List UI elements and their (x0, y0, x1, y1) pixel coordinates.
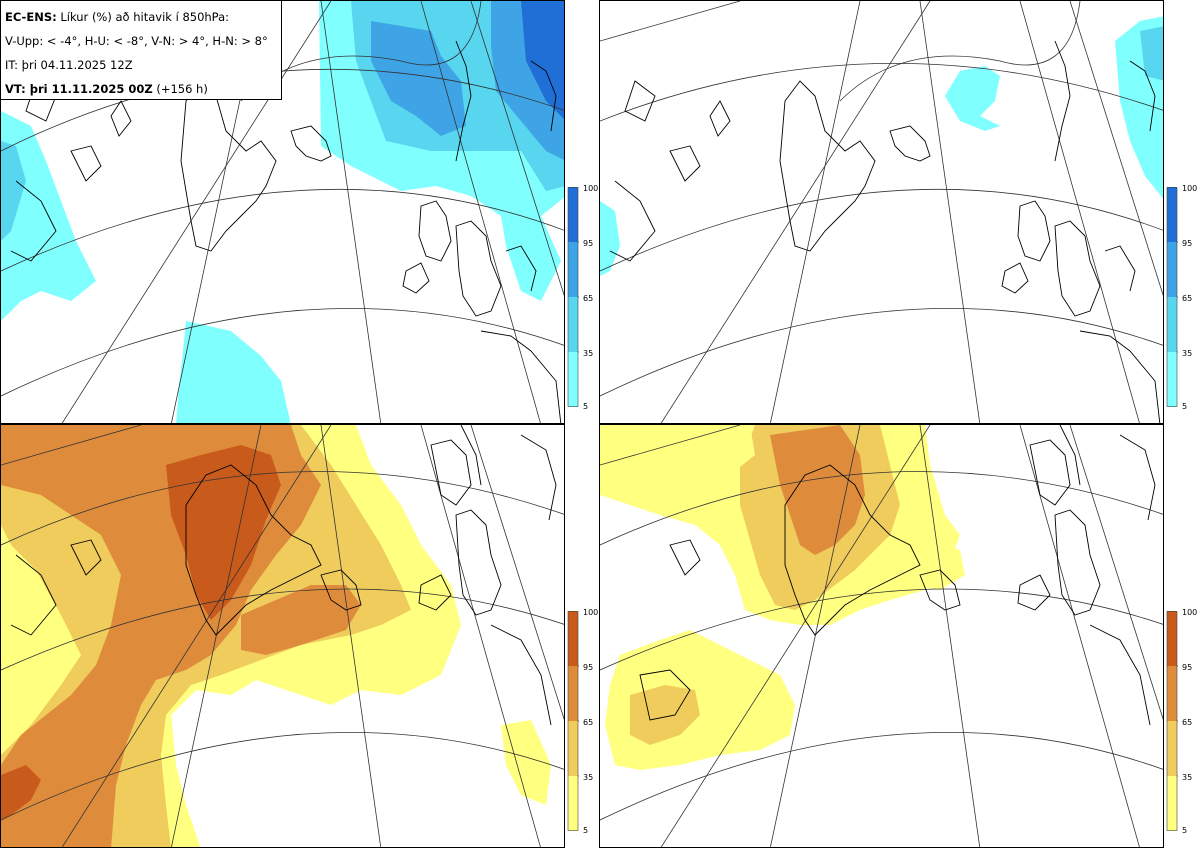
colorbar-swatch (568, 666, 578, 721)
colorbar-swatches (567, 611, 579, 831)
map-top-right (600, 1, 1163, 423)
lead-time: (+156 h) (156, 82, 208, 96)
colorbar-swatch (568, 352, 578, 407)
coastlines (639, 425, 1156, 726)
product-name: EC-ENS: (5, 10, 57, 24)
colorbar-swatch (568, 297, 578, 352)
coastlines (609, 40, 1161, 423)
colorbar-swatch (1167, 187, 1177, 242)
colorbar-tick: 100 (583, 608, 599, 617)
legend-categories: V-Upp: < -4°, H-U: < -8°, V-N: > 4°, H-N… (5, 34, 268, 48)
colorbar-tick: 95 (583, 663, 594, 672)
colorbar-swatch (568, 776, 578, 831)
map-panel-bottom-left (0, 424, 565, 848)
coastlines (10, 40, 562, 423)
colorbar-swatch (568, 187, 578, 242)
colorbar-tick: 65 (583, 294, 594, 303)
colorbar-tick: 35 (1182, 773, 1193, 782)
initial-time: IT: þri 04.11.2025 12Z (5, 58, 133, 72)
legend-box: EC-ENS: Líkur (%) að hitavik í 850hPa: V… (0, 0, 282, 100)
colorbar-swatch (568, 242, 578, 297)
legend-title-row: EC-ENS: Líkur (%) að hitavik í 850hPa: (5, 5, 281, 29)
map-panel-top-right (599, 0, 1164, 424)
map-panel-bottom-right (599, 424, 1164, 848)
colorbar-cold-top-left: 100 95 65 35 5 (567, 184, 599, 411)
colorbar-cold-top-right: 100 95 65 35 5 (1166, 184, 1198, 411)
colorbar-swatch (1167, 242, 1177, 297)
colorbar-tick: 5 (583, 402, 589, 411)
colorbar-swatch (1167, 352, 1177, 407)
colorbar-tick: 100 (1182, 608, 1198, 617)
map-panel-top-left (0, 0, 565, 424)
legend-description: Líkur (%) að hitavik í 850hPa: (60, 10, 230, 24)
colorbar-tick: 65 (583, 718, 594, 727)
probability-field (600, 425, 965, 770)
colorbar-tick: 5 (583, 826, 589, 835)
colorbar-swatch (1167, 776, 1177, 831)
colorbar-tick: 5 (1182, 402, 1188, 411)
colorbar-tick: 65 (1182, 294, 1193, 303)
colorbar-swatch (1167, 721, 1177, 776)
colorbar-tick: 95 (1182, 239, 1193, 248)
probability-field (600, 16, 1163, 276)
colorbar-warm-bottom-right: 100 95 65 35 5 (1166, 608, 1198, 835)
colorbar-tick: 65 (1182, 718, 1193, 727)
colorbar-swatches (567, 187, 579, 407)
colorbar-tick: 35 (583, 349, 594, 358)
colorbar-tick: 95 (1182, 663, 1193, 672)
graticule (600, 425, 1163, 847)
colorbar-tick: 5 (1182, 826, 1188, 835)
colorbar-swatch (1167, 297, 1177, 352)
colorbar-swatch (568, 721, 578, 776)
colorbar-warm-bottom-left: 100 95 65 35 5 (567, 608, 599, 835)
probability-field (1, 425, 551, 847)
colorbar-tick: 100 (583, 184, 599, 193)
colorbar-tick: 100 (1182, 184, 1198, 193)
map-top-left (1, 1, 564, 423)
coastlines (10, 425, 557, 726)
colorbar-tick: 95 (583, 239, 594, 248)
colorbar-tick: 35 (1182, 349, 1193, 358)
colorbar-swatches (1166, 187, 1178, 407)
map-bottom-right (600, 425, 1163, 847)
valid-time: VT: þri 11.11.2025 00Z (5, 82, 153, 96)
colorbar-swatches (1166, 611, 1178, 831)
colorbar-swatch (1167, 611, 1177, 666)
graticule (1, 425, 564, 847)
colorbar-tick: 35 (583, 773, 594, 782)
valid-time-row: VT: þri 11.11.2025 00Z (+156 h) (5, 77, 281, 101)
colorbar-swatch (568, 611, 578, 666)
map-bottom-left (1, 425, 564, 847)
colorbar-swatch (1167, 666, 1177, 721)
graticule (600, 1, 1163, 423)
